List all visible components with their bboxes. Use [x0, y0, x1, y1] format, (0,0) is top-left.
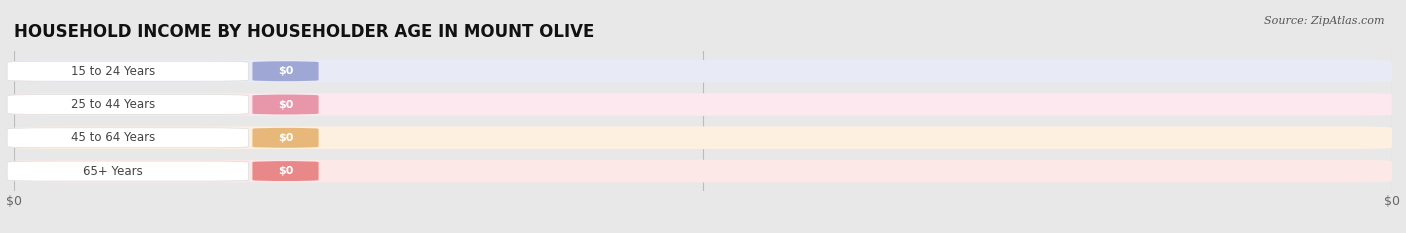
FancyBboxPatch shape: [7, 161, 249, 181]
Text: 25 to 44 Years: 25 to 44 Years: [72, 98, 156, 111]
Text: $0: $0: [278, 133, 294, 143]
FancyBboxPatch shape: [14, 60, 1392, 82]
FancyBboxPatch shape: [253, 61, 319, 81]
Text: Source: ZipAtlas.com: Source: ZipAtlas.com: [1264, 16, 1385, 26]
Text: HOUSEHOLD INCOME BY HOUSEHOLDER AGE IN MOUNT OLIVE: HOUSEHOLD INCOME BY HOUSEHOLDER AGE IN M…: [14, 23, 595, 41]
FancyBboxPatch shape: [7, 61, 249, 81]
FancyBboxPatch shape: [253, 128, 319, 148]
Text: 45 to 64 Years: 45 to 64 Years: [72, 131, 156, 144]
Text: $0: $0: [278, 66, 294, 76]
Text: $0: $0: [278, 166, 294, 176]
FancyBboxPatch shape: [253, 161, 319, 181]
Text: 65+ Years: 65+ Years: [83, 164, 143, 178]
FancyBboxPatch shape: [253, 95, 319, 114]
FancyBboxPatch shape: [7, 95, 249, 114]
FancyBboxPatch shape: [14, 160, 1392, 182]
FancyBboxPatch shape: [14, 127, 1392, 149]
Text: 15 to 24 Years: 15 to 24 Years: [72, 65, 156, 78]
Text: $0: $0: [278, 99, 294, 110]
FancyBboxPatch shape: [7, 128, 249, 148]
FancyBboxPatch shape: [14, 93, 1392, 116]
